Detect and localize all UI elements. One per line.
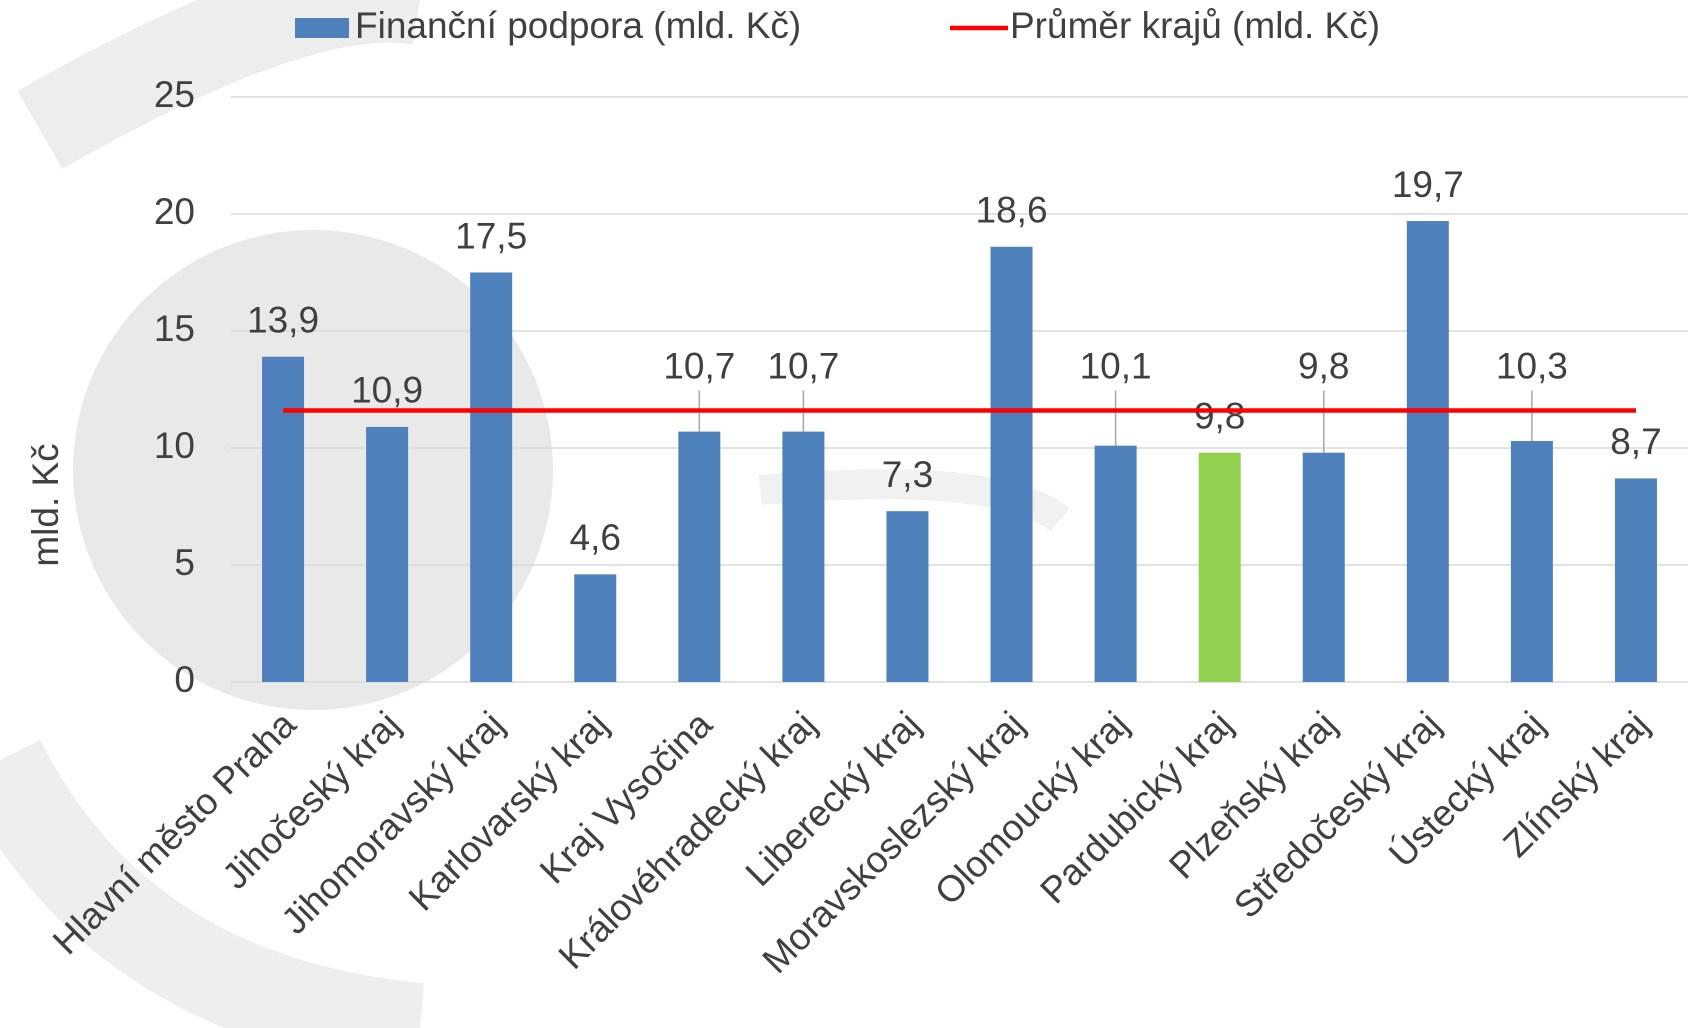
bar [678, 431, 721, 682]
bar [1406, 221, 1449, 682]
data-label: 7,3 [882, 454, 933, 495]
data-label: 19,7 [1392, 164, 1464, 205]
data-label: 10,1 [1080, 345, 1152, 386]
y-tick-label: 5 [174, 542, 195, 583]
data-label: 13,9 [247, 300, 319, 341]
legend-label: Finanční podpora (mld. Kč) [355, 5, 801, 46]
bar [366, 426, 409, 682]
data-label: 17,5 [455, 215, 527, 256]
background-decoration [0, 0, 1070, 1028]
data-label: 8,7 [1610, 421, 1661, 462]
legend-label: Průměr krajů (mld. Kč) [1010, 5, 1380, 46]
y-axis-title: mld. Kč [25, 443, 66, 566]
data-label: 10,9 [351, 370, 423, 411]
bar [1198, 452, 1241, 682]
bar [990, 246, 1033, 682]
data-label: 9,8 [1194, 395, 1245, 436]
data-label: 18,6 [976, 190, 1048, 231]
y-tick-label: 15 [154, 308, 195, 349]
y-tick-label: 25 [154, 74, 195, 115]
bar [1510, 440, 1553, 682]
bar [886, 511, 929, 682]
y-tick-label: 10 [154, 425, 195, 466]
x-tick-label: Jihočeský kraj [214, 704, 407, 897]
data-label: 10,7 [767, 345, 839, 386]
bar [262, 356, 305, 682]
y-tick-label: 0 [174, 659, 195, 700]
x-tick-label: Olomoucký kraj [927, 704, 1136, 913]
x-tick-label: Pardubický kraj [1032, 704, 1240, 912]
bar [1094, 445, 1137, 682]
data-label: 9,8 [1298, 345, 1349, 386]
y-tick-label: 20 [154, 191, 195, 232]
bar [782, 431, 825, 682]
bar [1302, 452, 1345, 682]
legend-swatch [295, 18, 349, 38]
data-label: 10,7 [663, 345, 735, 386]
bar [574, 574, 617, 682]
data-label: 4,6 [570, 517, 621, 558]
bar [1614, 478, 1657, 682]
data-label: 10,3 [1496, 345, 1568, 386]
bar [470, 272, 513, 682]
